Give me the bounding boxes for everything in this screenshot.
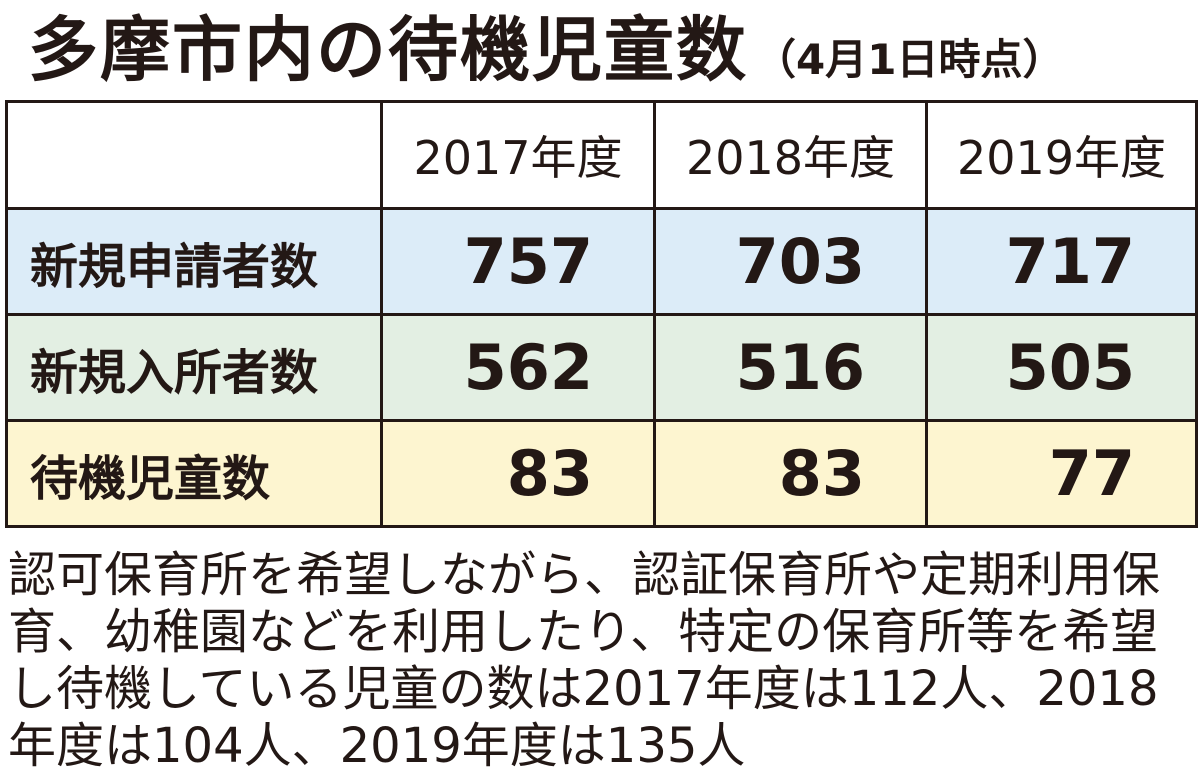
row-label: 新規入所者数 (5, 313, 383, 422)
table-row: 待機児童数 83 83 77 (5, 419, 1198, 528)
subtitle: （4月1日時点） (754, 35, 1065, 84)
column-header: 2019年度 (925, 100, 1198, 210)
title: 多摩市内の待機児童数 (28, 9, 748, 91)
title-block: 多摩市内の待機児童数 （4月1日時点） (28, 4, 1064, 96)
cell-value: 505 (925, 313, 1198, 422)
cell-value: 77 (925, 419, 1198, 528)
cell-value: 516 (653, 313, 928, 422)
row-label: 新規申請者数 (5, 207, 383, 316)
table-row: 新規申請者数 757 703 717 (5, 207, 1198, 316)
cell-value: 83 (380, 419, 656, 528)
header-row: 2017年度 2018年度 2019年度 (5, 100, 1198, 210)
table-row: 新規入所者数 562 516 505 (5, 313, 1198, 422)
corner-cell (5, 100, 383, 210)
cell-value: 83 (653, 419, 928, 528)
cell-value: 757 (380, 207, 656, 316)
cell-value: 703 (653, 207, 928, 316)
cell-value: 717 (925, 207, 1198, 316)
data-table: 2017年度 2018年度 2019年度 新規申請者数 757 703 717 新規入所者数… (5, 100, 1198, 528)
footnote: 認可保育所を希望しながら、認証保育所や定期利用保育、幼稚園などを利用したり、特定… (8, 547, 1161, 774)
column-header: 2018年度 (653, 100, 928, 210)
row-label: 待機児童数 (5, 419, 383, 528)
column-header: 2017年度 (380, 100, 656, 210)
cell-value: 562 (380, 313, 656, 422)
table-body: 新規申請者数 757 703 717 新規入所者数 562 516 505 待機児童数 83 83 7… (5, 207, 1198, 528)
